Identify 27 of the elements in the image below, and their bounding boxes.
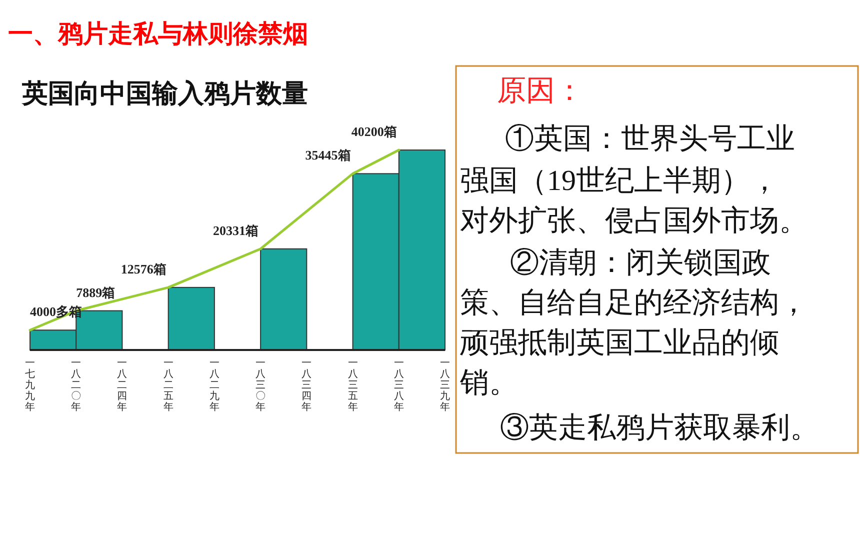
chart-title: 一、鸦片走私与林则徐禁烟 <box>8 20 308 48</box>
x-tick-label: 一八二九年 <box>209 358 220 413</box>
x-tick-label: 一八三〇年 <box>256 358 266 413</box>
text: ③英走私鸦片获取暴利。 <box>500 412 819 444</box>
x-tick-label: 一八三五年 <box>348 358 358 413</box>
x-tick-label: 一八二四年 <box>117 358 128 413</box>
x-tick-label: 一七九九年 <box>25 358 35 413</box>
x-tick-label: 一八三八年 <box>394 358 404 413</box>
text: 原因： <box>497 75 584 107</box>
text: 对外扩张、侵占国外市场。 <box>460 205 808 237</box>
text: ①英国：世界头号工业 <box>505 123 795 155</box>
data-label: 7889箱 <box>76 284 116 300</box>
text: 策、自给自足的经济结构， <box>460 287 808 319</box>
x-tick-label: 一八三九年 <box>440 358 450 413</box>
text: 顽强抵制英国工业品的倾 <box>459 327 779 359</box>
x-tick-label: 一八二五年 <box>163 358 174 413</box>
x-tick-label: 一八三四年 <box>302 358 312 413</box>
data-label: 20331箱 <box>213 222 259 238</box>
text: 销。 <box>459 367 518 399</box>
x-tick-label: 一八二〇年 <box>71 358 82 413</box>
data-label: 4000多箱 <box>30 304 82 320</box>
data-label: 35445箱 <box>305 148 351 163</box>
chart-subtitle: 英国向中国输入鸦片数量 <box>21 78 308 108</box>
data-label: 40200箱 <box>351 124 397 139</box>
text: 强国（19世纪上半期）， <box>460 165 779 197</box>
data-label: 12576箱 <box>120 261 166 276</box>
text: ②清朝：闭关锁国政 <box>510 247 771 279</box>
